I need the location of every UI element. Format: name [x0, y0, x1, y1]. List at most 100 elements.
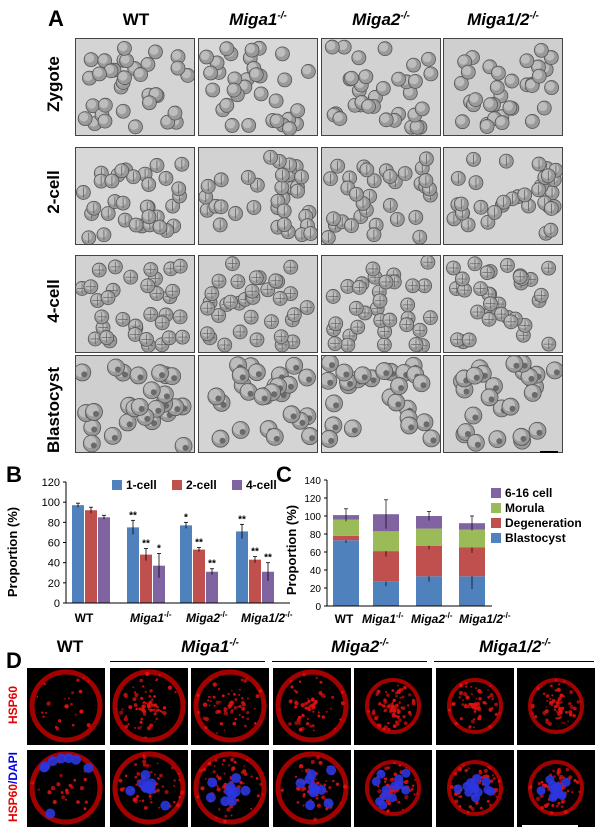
- panel-a-row-2cell: 2-cell: [44, 170, 63, 214]
- micrograph-zygote-0: [75, 38, 195, 136]
- panel-b-significance: **: [238, 514, 246, 525]
- panel-c-bar-segment: [373, 531, 399, 552]
- panel-b-ytick-label: 0: [54, 598, 60, 610]
- micrograph-blastocyst-2: [321, 355, 441, 453]
- panel-b-significance: **: [264, 553, 272, 564]
- panel-a-col-miga1: Miga1-/-: [229, 10, 287, 29]
- hsp60-dapi-image-5: [436, 750, 514, 827]
- panel-b-bar: [180, 525, 192, 603]
- panel-a-row-4cell: 4-cell: [44, 279, 63, 323]
- panel-c-stacked-bar-chart: Proportion (%) 0 20 40 60 80 100 120 140 6-16 c…: [284, 476, 582, 626]
- panel-c-bar-segment: [416, 528, 442, 546]
- micrograph-4cell-2: [321, 255, 441, 353]
- panel-c-legend-swatch: [491, 533, 501, 543]
- panel-d-scale-bar: [522, 825, 578, 827]
- panel-b-bar: [262, 571, 274, 603]
- panel-c-ytick-label: 0: [315, 602, 321, 613]
- panel-b-significance: **: [208, 559, 216, 570]
- panel-c-legend-label: Degeneration: [505, 516, 582, 530]
- panel-b-bar: [236, 531, 248, 603]
- panel-c-legend-swatch: [491, 488, 501, 498]
- hsp60-image-1: [110, 668, 188, 745]
- panel-a-col-wt: WT: [122, 10, 150, 29]
- panel-b-bar: [193, 549, 205, 603]
- scale-bar: [540, 451, 558, 453]
- panel-c-ytick-label: 80: [310, 530, 322, 541]
- hsp60-dapi-image-2: [191, 750, 269, 827]
- panel-b-legend-swatch: [172, 480, 182, 490]
- panel-b-significance: *: [184, 512, 188, 523]
- micrograph-4cell-1: [198, 255, 318, 353]
- hsp60-image-0: [27, 668, 105, 745]
- panel-c-xtick-label: Miga1-/-: [362, 611, 404, 626]
- panel-a-letter: A: [48, 6, 64, 31]
- panel-b-bar: [206, 571, 218, 603]
- micrograph-blastocyst-3: [443, 355, 563, 453]
- micrograph-2cell-1: [198, 147, 318, 245]
- panel-c-ytick-label: 100: [304, 512, 321, 523]
- panel-c-xtick-label: Miga2-/-: [411, 611, 453, 626]
- panel-d-col-miga2: Miga2-/-: [331, 637, 389, 656]
- panel-a-row-blastocyst: Blastocyst: [44, 367, 63, 453]
- panel-b-bar: [153, 565, 165, 603]
- panel-c-legend-label: Morula: [505, 501, 545, 515]
- panel-d-miga2-bracket: [272, 661, 427, 662]
- panel-d-miga12-bracket: [434, 661, 594, 662]
- panel-a-col-miga2: Miga2-/-: [352, 10, 410, 29]
- panel-b-bar: [249, 559, 261, 603]
- panel-c-ytick-label: 120: [304, 494, 321, 505]
- panel-c-xtick-label: Miga1/2-/-: [459, 611, 511, 626]
- panel-c-bar-segment: [459, 529, 485, 548]
- panel-b-ylabel: Proportion (%): [5, 507, 20, 597]
- panel-c-xtick-label: WT: [335, 612, 354, 626]
- panel-b-xtick-label: WT: [75, 611, 94, 625]
- panel-b-significance: **: [195, 538, 203, 549]
- panel-b-ytick-label: 40: [48, 558, 60, 570]
- hsp60-image-6: [517, 668, 595, 745]
- micrograph-2cell-2: [321, 147, 441, 245]
- panel-c-legend-label: 6-16 cell: [505, 486, 552, 500]
- panel-b-xtick-label: Miga1-/-: [130, 610, 172, 625]
- micrograph-blastocyst-0: [75, 355, 195, 453]
- panel-d-col-miga12: Miga1/2-/-: [479, 637, 551, 656]
- panel-b-legend-label: 2-cell: [186, 478, 217, 492]
- micrograph-zygote-2: [321, 38, 441, 136]
- panel-b-bar: [140, 554, 152, 603]
- panel-b-xtick-label: Miga2-/-: [186, 610, 228, 625]
- panel-b-ytick-label: 60: [48, 538, 60, 550]
- panel-b-legend-label: 1-cell: [126, 478, 157, 492]
- hsp60-image-3: [273, 668, 351, 745]
- panel-b-significance: *: [157, 544, 161, 555]
- panel-c-bar-segment: [333, 519, 359, 536]
- panel-b-bar: [72, 505, 84, 603]
- panel-c-ytick-label: 40: [310, 566, 322, 577]
- micrograph-zygote-1: [198, 38, 318, 136]
- micrograph-4cell-0: [75, 255, 195, 353]
- panel-c-legend-swatch: [491, 518, 501, 528]
- panel-c-bar-segment: [333, 540, 359, 606]
- hsp60-image-4: [354, 668, 432, 745]
- panel-c-legend-swatch: [491, 503, 501, 513]
- micrograph-4cell-3: [443, 255, 563, 353]
- panel-c-letter: C: [276, 462, 292, 487]
- panel-b-ytick-label: 120: [42, 477, 60, 489]
- panel-b-letter: B: [6, 462, 22, 487]
- panel-d-row2-label: HSP60/DAPI: [6, 751, 20, 823]
- hsp60-dapi-image-4: [354, 750, 432, 827]
- panel-d-row1-label: HSP60: [6, 685, 20, 725]
- micrograph-zygote-3: [443, 38, 563, 136]
- hsp60-dapi-image-0: [27, 750, 105, 827]
- panel-c-ytick-label: 20: [310, 584, 322, 595]
- panel-a-row-zygote: Zygote: [44, 56, 63, 112]
- panel-a-col-miga12: Miga1/2-/-: [467, 10, 539, 29]
- panel-c-bar-segment: [416, 545, 442, 577]
- panel-d-col-miga1: Miga1-/-: [181, 637, 239, 656]
- panel-d-miga1-bracket: [110, 661, 265, 662]
- micrograph-2cell-3: [443, 147, 563, 245]
- hsp60-dapi-image-1: [110, 750, 188, 827]
- panel-b-legend-swatch: [232, 480, 242, 490]
- panel-c-bar-segment: [416, 516, 442, 529]
- panel-b-ytick-label: 20: [48, 578, 60, 590]
- panel-b-bar: [98, 517, 110, 603]
- panel-b-ytick-label: 80: [48, 517, 60, 529]
